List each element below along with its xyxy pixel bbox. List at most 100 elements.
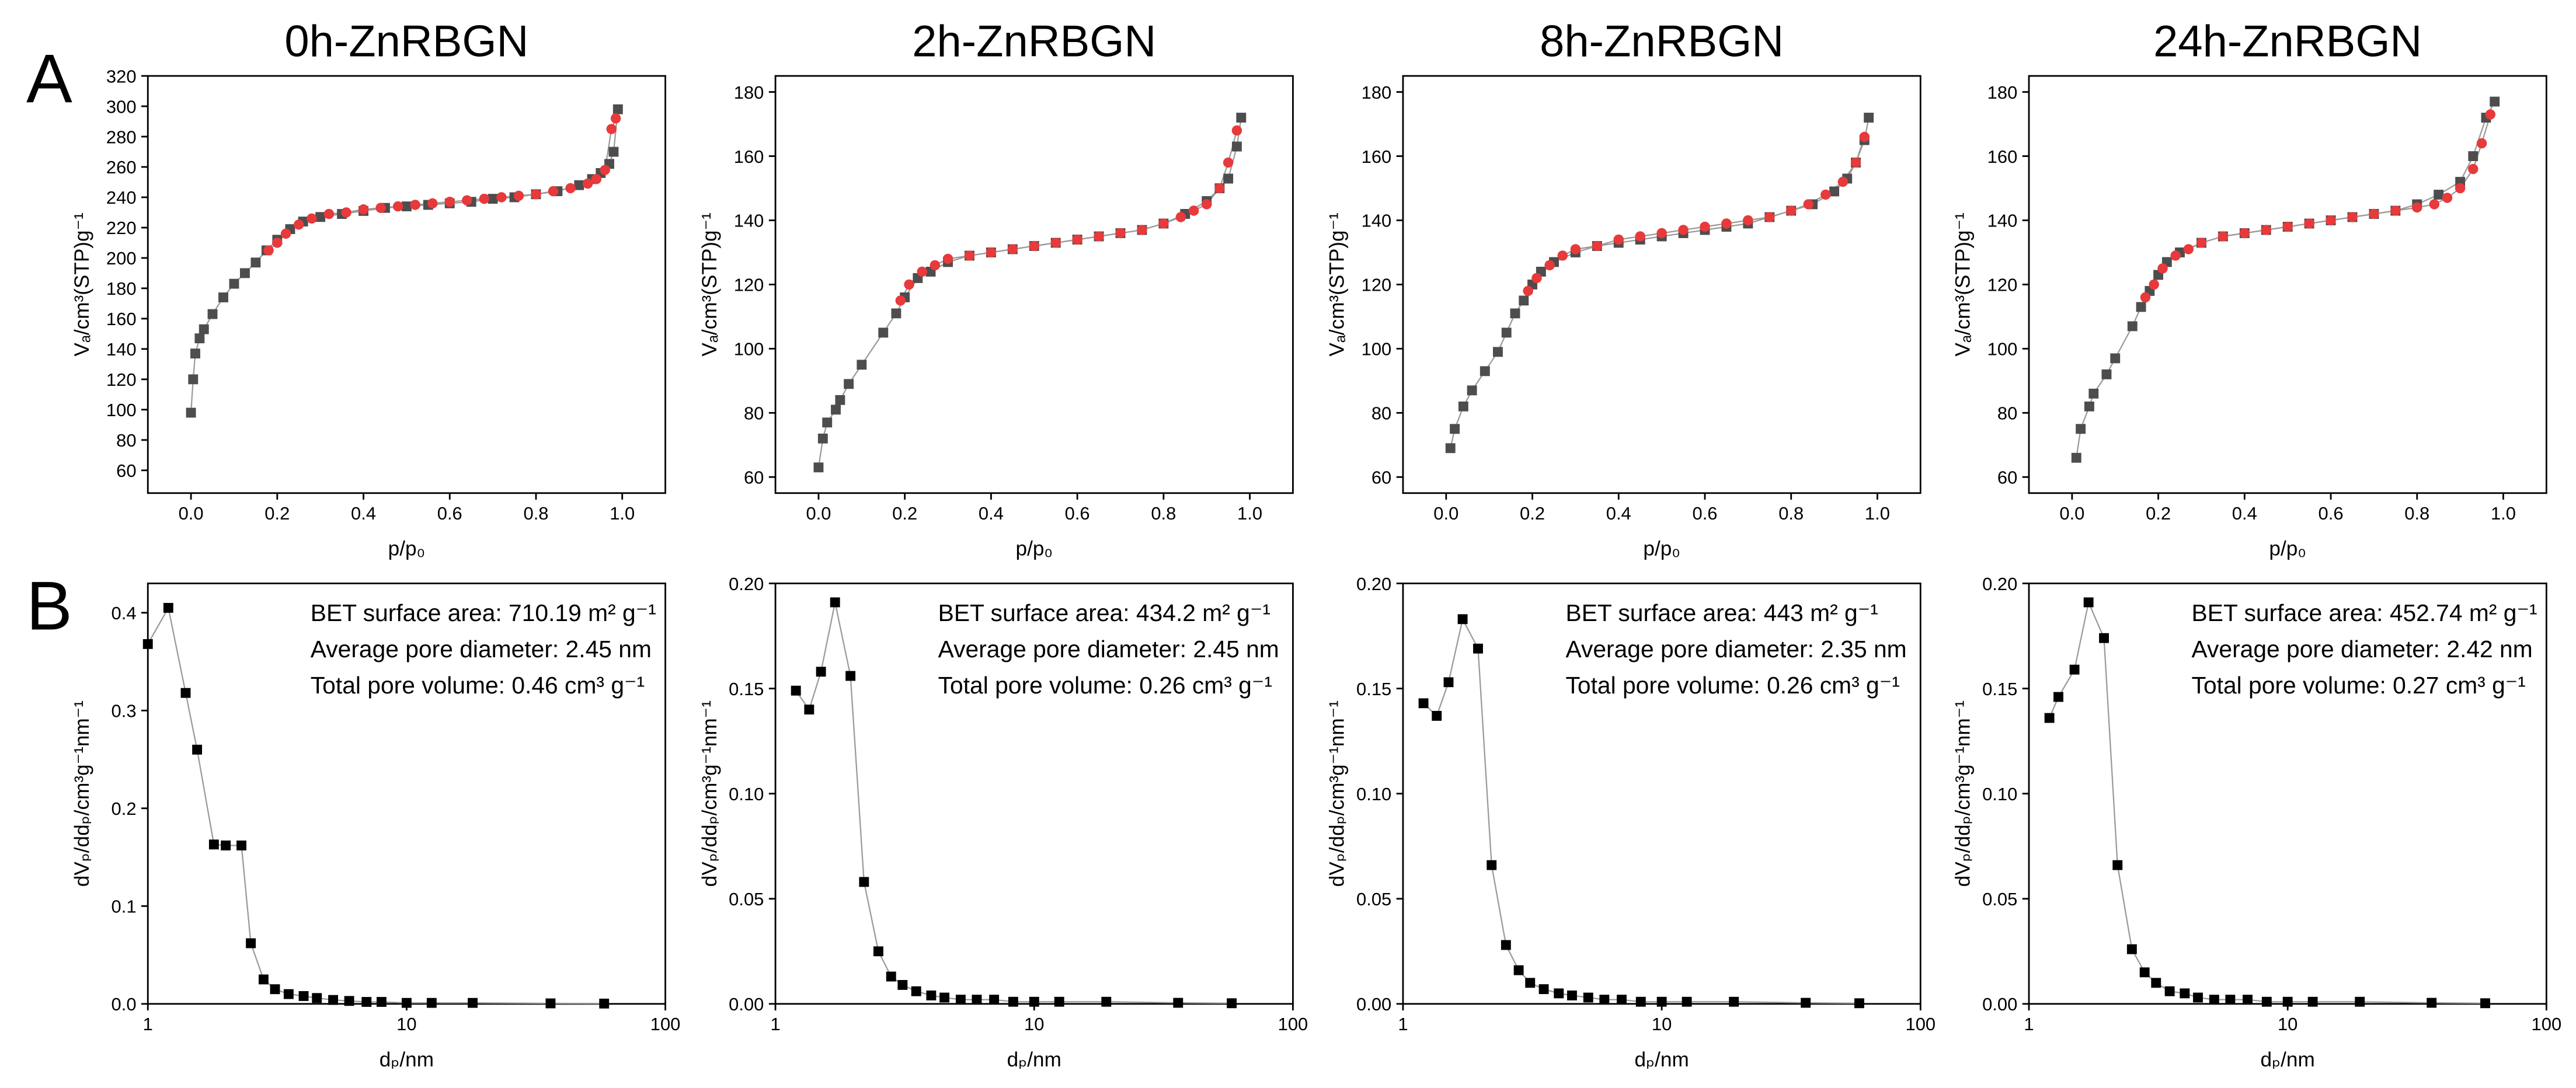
data-point — [1443, 677, 1454, 688]
data-point — [1236, 113, 1247, 123]
data-point — [1803, 199, 1813, 210]
annotation: Average pore diameter: 2.45 nm — [311, 636, 652, 662]
data-point — [1501, 327, 1512, 338]
data-point — [1158, 218, 1169, 229]
data-point — [194, 333, 205, 344]
x-axis-label: dₚ/nm — [1635, 1048, 1689, 1071]
x-tick-label: 100 — [2532, 1014, 2562, 1034]
data-point — [444, 197, 455, 207]
data-point — [375, 203, 386, 213]
data-point — [2164, 986, 2175, 996]
data-point — [479, 193, 490, 204]
data-point — [545, 998, 556, 1009]
x-tick-label: 1.0 — [610, 503, 635, 524]
y-tick-label: 0.15 — [1356, 679, 1391, 699]
x-tick-label: 0.8 — [1778, 503, 1804, 524]
y-tick-label: 100 — [734, 339, 764, 360]
y-tick-label: 80 — [744, 403, 764, 424]
data-point — [1567, 991, 1577, 1000]
data-point — [1227, 998, 1237, 1009]
x-axis-label: p/p₀ — [1016, 538, 1053, 560]
y-tick-label: 0.10 — [1982, 784, 2017, 804]
x-tick-label: 0.2 — [2146, 503, 2171, 524]
data-point — [377, 997, 387, 1007]
data-point — [591, 174, 602, 184]
y-tick-label: 260 — [106, 157, 137, 177]
data-point — [891, 308, 901, 319]
y-tick-label: 0.00 — [1356, 994, 1391, 1014]
data-point — [2053, 692, 2063, 702]
data-point — [1801, 998, 1811, 1008]
y-axis-label: Vₐ/cm³(STP)g⁻¹ — [1326, 212, 1349, 356]
y-tick-label: 240 — [106, 187, 137, 208]
data-point — [344, 996, 354, 1006]
data-point — [1029, 240, 1039, 252]
data-point — [608, 147, 619, 157]
data-point — [1519, 295, 1529, 306]
data-point — [341, 207, 351, 218]
y-tick-label: 0.15 — [729, 679, 764, 699]
annotation: Total pore volume: 0.26 cm³ g⁻¹ — [938, 672, 1272, 699]
data-point — [190, 348, 200, 359]
data-point — [323, 208, 335, 219]
data-point — [186, 407, 196, 418]
data-point — [2480, 998, 2490, 1009]
data-point — [897, 980, 908, 990]
y-tick-label: 180 — [1987, 82, 2018, 103]
data-point — [911, 986, 921, 996]
y-tick-label: 80 — [1371, 403, 1391, 424]
plot-frame — [147, 75, 666, 494]
x-tick-label: 0.2 — [1520, 503, 1545, 524]
x-tick-label: 0.8 — [2404, 503, 2429, 524]
data-point — [208, 839, 219, 850]
data-point — [582, 178, 593, 189]
data-point — [830, 597, 840, 608]
data-point — [1175, 212, 1186, 222]
y-tick-label: 0.20 — [1356, 574, 1391, 594]
y-tick-label: 0.1 — [112, 897, 137, 917]
chart-title: 0h-ZnRBGN — [284, 16, 528, 66]
data-point — [280, 228, 291, 239]
chart: 1 10 100 0.00 0.05 0.10 0.15 0.20 dₚ/nm dVₚ/ddₚ/c… — [698, 574, 1308, 1071]
data-point — [1418, 698, 1429, 709]
data-point — [989, 995, 1000, 1005]
data-point — [236, 841, 246, 850]
plot-frame — [2028, 75, 2547, 494]
data-point — [1480, 366, 1490, 376]
data-point — [1054, 996, 1064, 1007]
x-tick-label: 0.6 — [2319, 503, 2344, 524]
x-tick-label: 0.4 — [1606, 503, 1631, 524]
data-point — [791, 685, 801, 696]
data-point — [1473, 643, 1483, 654]
x-tick-label: 1.0 — [1237, 503, 1262, 524]
data-point — [2126, 944, 2137, 954]
data-point — [2429, 199, 2440, 210]
y-tick-label: 0.10 — [729, 784, 764, 804]
data-point — [2083, 597, 2094, 608]
data-point — [1513, 965, 1524, 975]
data-point — [930, 260, 941, 271]
chart: 1 10 100 0.0 0.1 0.2 0.3 0.4 dₚ/nm dVₚ/ddₚ/cm³g⁻¹… — [71, 583, 680, 1071]
data-point — [1829, 186, 1840, 197]
annotation: Average pore diameter: 2.35 nm — [1566, 636, 1907, 662]
data-point — [192, 744, 203, 755]
data-point — [207, 309, 218, 319]
y-tick-label: 140 — [734, 211, 764, 231]
y-tick-label: 80 — [116, 430, 136, 451]
x-tick-label: 1.0 — [1865, 503, 1890, 524]
data-point — [1557, 250, 1568, 261]
data-point — [859, 877, 869, 887]
data-point — [2468, 163, 2478, 175]
data-point — [2101, 369, 2112, 379]
data-point — [2412, 202, 2422, 213]
x-axis-label: p/p₀ — [2269, 538, 2306, 560]
data-point — [392, 201, 403, 212]
data-point — [606, 124, 617, 134]
data-point — [496, 192, 507, 203]
data-point — [964, 250, 975, 261]
data-point — [1493, 347, 1503, 357]
data-point — [2239, 228, 2250, 239]
data-point — [1231, 125, 1242, 136]
data-point — [942, 253, 953, 264]
data-point — [1173, 998, 1183, 1008]
